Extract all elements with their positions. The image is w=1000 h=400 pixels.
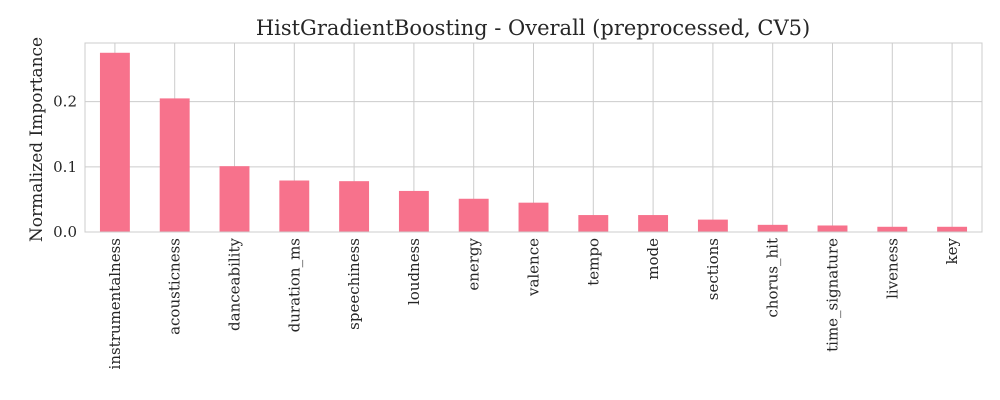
- tick-labels: 0.0 0.1 0.2 instrumentalness acousticness dan…: [53, 93, 961, 370]
- x-tick-label: chorus_hit: [764, 238, 782, 318]
- x-tick-label: sections: [704, 238, 722, 300]
- x-tick-label: speechiness: [345, 238, 363, 330]
- x-tick-label: loudness: [405, 238, 423, 305]
- x-tick-label: tempo: [584, 238, 602, 286]
- y-tick-label: 0.0: [53, 223, 77, 241]
- bar-acousticness: [159, 98, 190, 233]
- y-tick-label: 0.2: [53, 93, 77, 111]
- bar-loudness: [398, 190, 429, 232]
- plot-frame: [84, 42, 983, 233]
- bar-energy: [458, 198, 489, 232]
- axes: [84, 42, 983, 233]
- bar-key: [937, 226, 968, 232]
- bar-liveness: [877, 226, 908, 232]
- x-tick-label: duration_ms: [285, 238, 303, 332]
- y-axis-label: Normalized Importance: [27, 37, 47, 242]
- x-tick-label: acousticness: [166, 238, 184, 335]
- chart-title: HistGradientBoosting - Overall (preproce…: [256, 16, 810, 40]
- bar-valence: [518, 202, 549, 232]
- bar-sections: [697, 219, 728, 232]
- bar-time-signature: [817, 225, 848, 232]
- bar-duration-ms: [279, 180, 310, 232]
- x-tick-label: instrumentalness: [106, 238, 124, 369]
- x-tick-label: time_signature: [824, 238, 842, 352]
- bar-mode: [638, 215, 669, 232]
- bar-chorus-hit: [757, 224, 788, 232]
- y-tick-label: 0.1: [53, 158, 77, 176]
- bar-speechiness: [339, 181, 370, 232]
- x-tick-label: liveness: [883, 238, 901, 299]
- bars: [99, 52, 968, 233]
- x-tick-label: valence: [525, 238, 543, 297]
- x-tick-label: energy: [465, 237, 483, 290]
- x-tick-label: key: [943, 237, 961, 264]
- bar-danceability: [219, 166, 250, 232]
- x-tick-label: danceability: [226, 237, 244, 330]
- bar-tempo: [578, 215, 609, 232]
- x-tick-label: mode: [644, 238, 662, 280]
- bar-instrumentalness: [99, 52, 130, 232]
